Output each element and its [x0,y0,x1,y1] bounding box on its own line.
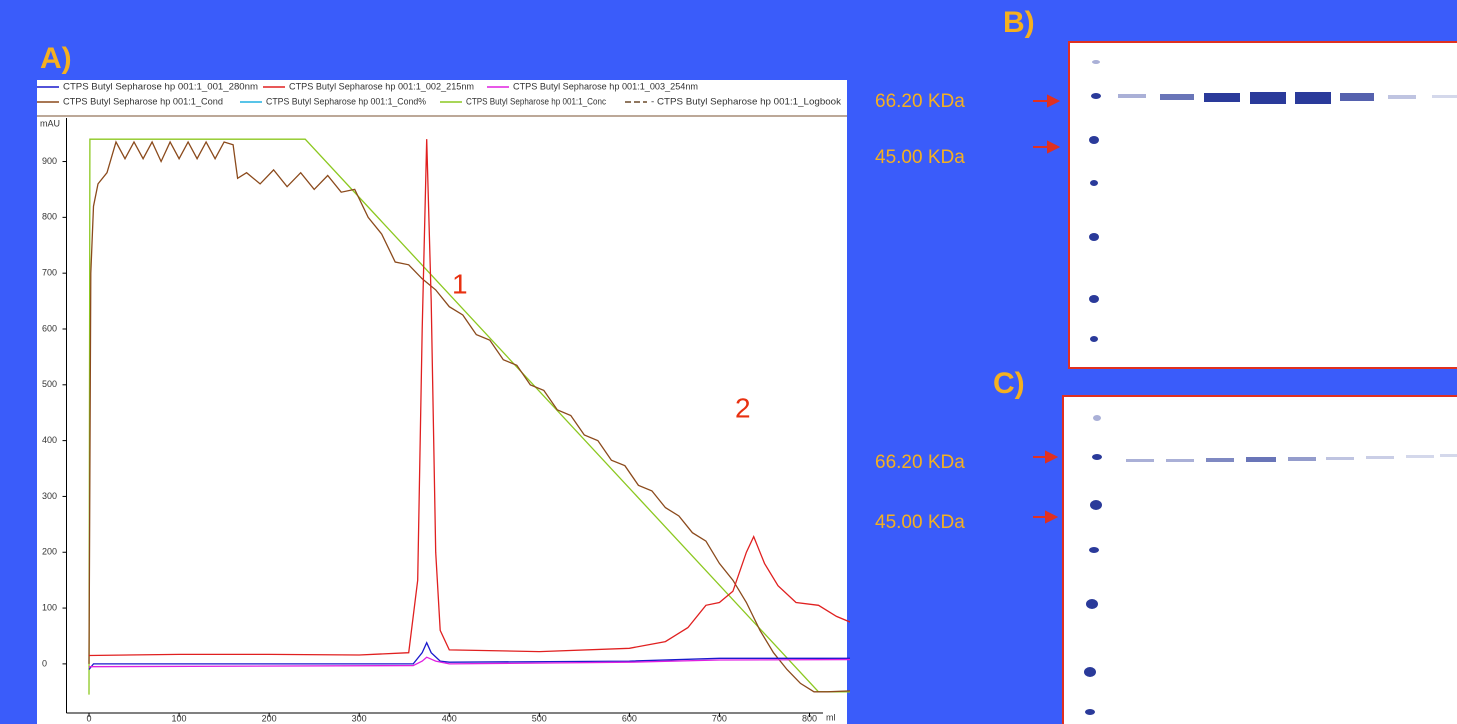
y-tick-label: 600 [42,323,57,333]
marker-label: 45.00 KDa [875,512,965,533]
panel-label: C) [993,367,1025,400]
x-tick-label: 200 [262,713,277,723]
marker-label: 66.20 KDa [875,452,965,473]
y-axis-label: mAU [40,118,60,128]
x-tick-label: 700 [712,713,727,723]
y-tick-label: 0 [42,658,47,668]
y-tick-label: 500 [42,379,57,389]
legend-label: CTPS Butyl Sepharose hp 001:1_002_215nm [289,81,474,91]
y-tick-label: 800 [42,212,57,222]
legend-label: CTPS Butyl Sepharose hp 001:1_001_280nm [63,81,258,91]
x-tick-label: 400 [442,713,457,723]
y-tick-label: 300 [42,491,57,501]
x-tick-label: 500 [532,713,547,723]
x-tick-label: 800 [802,713,817,723]
marker-label: 66.20 KDa [875,91,965,112]
x-tick-label: 0 [87,713,92,723]
y-tick-label: 900 [42,156,57,166]
legend-label: CTPS Butyl Sepharose hp 001:1_003_254nm [513,81,698,91]
y-tick-label: 100 [42,602,57,612]
arrows [1033,96,1058,522]
slide: A) mAU ml 1 2 B) 66.20 KDa 45.00 KDa C) … [0,0,1457,724]
legend-label: CTPS Butyl Sepharose hp 001:1_Cond% [266,96,426,106]
x-tick-label: 600 [622,713,637,723]
panel-label: A) [40,42,72,75]
legend-label: - CTPS Butyl Sepharose hp 001:1_Logbook [651,96,842,106]
y-tick-label: 700 [42,268,57,278]
panel-label: B) [1003,6,1035,39]
annotation: 1 [452,268,468,299]
gel-image [1063,396,1457,724]
annotation: 2 [735,392,751,423]
legend-label: CTPS Butyl Sepharose hp 001:1_Cond [63,96,223,106]
gel-image [1069,42,1457,368]
x-tick-label: 300 [352,713,367,723]
legend-label: CTPS Butyl Sepharose hp 001:1_Conc [466,96,606,106]
x-tick-label: 100 [172,713,187,723]
y-tick-label: 400 [42,435,57,445]
y-tick-label: 200 [42,547,57,557]
marker-label: 45.00 KDa [875,147,965,168]
chart-panel [37,80,847,724]
x-unit: ml [826,712,836,722]
